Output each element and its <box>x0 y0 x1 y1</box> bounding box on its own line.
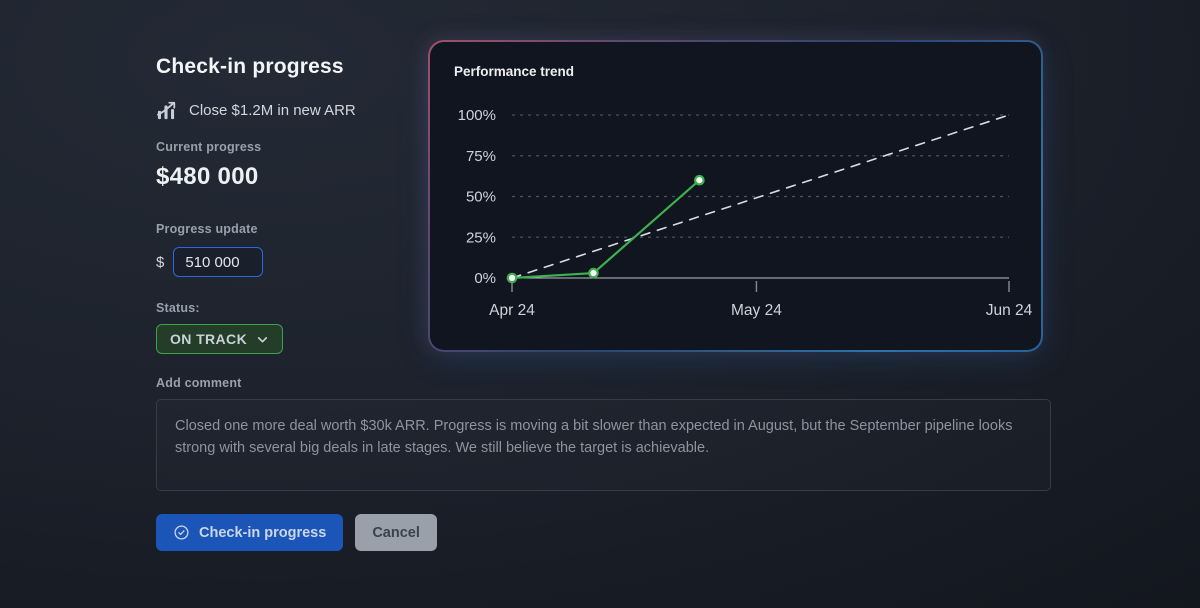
cancel-button[interactable]: Cancel <box>355 514 437 551</box>
add-comment-label: Add comment <box>156 376 242 390</box>
trend-chart-icon <box>156 100 178 120</box>
status-dropdown[interactable]: ON TRACK <box>156 324 284 354</box>
progress-update-label: Progress update <box>156 222 258 236</box>
submit-button-label: Check-in progress <box>199 524 327 541</box>
series-actual-progress <box>506 174 705 284</box>
chart-title: Performance trend <box>454 64 575 79</box>
status-dropdown-value: ON TRACK <box>170 331 248 347</box>
x-axis-ticks: Apr 24 May 24 Jun 24 <box>489 281 1033 319</box>
chevron-down-icon <box>256 333 269 346</box>
progress-update-row: $ <box>156 247 264 277</box>
performance-trend-chart: 0% 25% 50% 75% 100% Apr 24 May 24 Jun 24 <box>458 107 1033 319</box>
goal-label: Close $1.2M in new ARR <box>189 101 356 119</box>
performance-trend-panel: Performance trend 0% 25% 50% 75% 100% Apr 24 M… <box>430 42 1041 350</box>
page-title: Check-in progress <box>156 55 344 78</box>
series-expected-trend <box>511 114 1010 279</box>
actions-row: Check-in progress Cancel <box>156 514 437 551</box>
current-progress-label: Current progress <box>156 140 262 154</box>
svg-text:100%: 100% <box>458 107 496 124</box>
currency-prefix: $ <box>156 253 165 271</box>
svg-text:Jun 24: Jun 24 <box>986 302 1033 319</box>
svg-text:75%: 75% <box>466 148 496 165</box>
svg-text:Apr 24: Apr 24 <box>489 302 535 319</box>
y-axis-labels: 0% 25% 50% 75% 100% <box>458 107 496 287</box>
check-circle-icon <box>173 524 190 541</box>
svg-text:0%: 0% <box>474 270 496 287</box>
svg-text:25%: 25% <box>466 229 496 246</box>
goal-row: Close $1.2M in new ARR <box>156 100 356 120</box>
svg-text:May 24: May 24 <box>731 302 782 319</box>
progress-amount-input[interactable] <box>173 247 264 277</box>
performance-trend-card: Performance trend 0% 25% 50% 75% 100% Apr 24 M… <box>428 40 1043 352</box>
current-progress-value: $480 000 <box>156 163 259 190</box>
status-label: Status: <box>156 301 200 315</box>
checkin-submit-button[interactable]: Check-in progress <box>156 514 344 551</box>
grid-lines <box>512 114 1009 238</box>
comment-textarea[interactable]: Closed one more deal worth $30k ARR. Pro… <box>156 399 1051 491</box>
svg-text:50%: 50% <box>466 189 496 206</box>
